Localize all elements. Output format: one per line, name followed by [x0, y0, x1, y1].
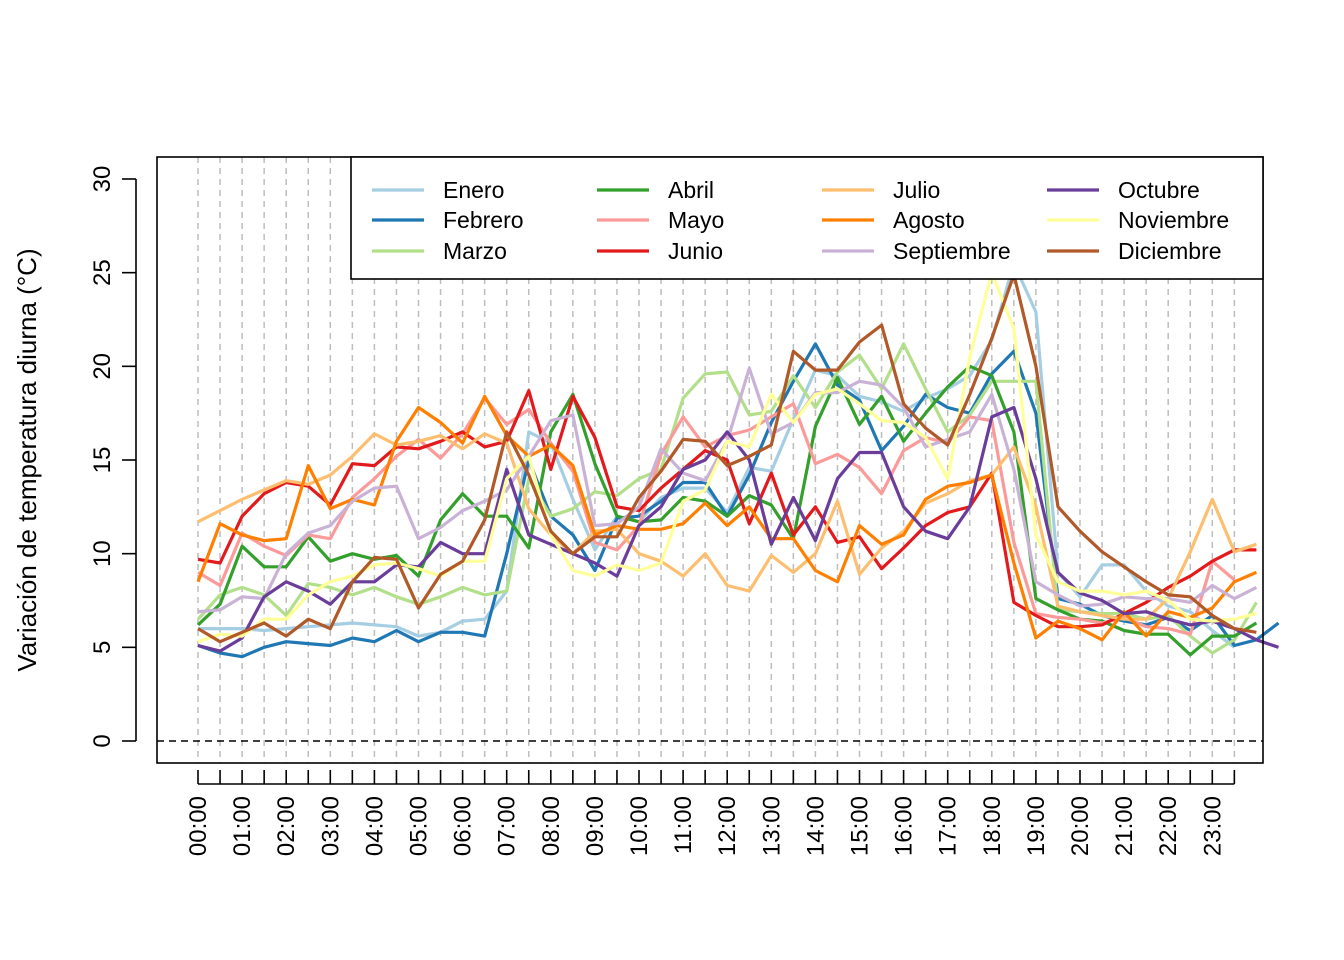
y-tick-label: 5 [89, 641, 116, 654]
series-line-agosto [196, 394, 1258, 642]
y-tick-label: 15 [89, 447, 116, 474]
x-tick-label: 06:00 [450, 796, 477, 856]
legend-label: Diciembre [1118, 238, 1222, 264]
x-tick-label: 01:00 [229, 796, 256, 856]
legend-label: Junio [668, 238, 723, 264]
x-tick-label: 14:00 [802, 796, 829, 856]
series-line-diciembre [197, 272, 1257, 644]
series-line-mayo [197, 396, 1236, 636]
y-axis-title: Variación de temperatura diurna (°C) [12, 248, 42, 671]
y-tick-label: 25 [89, 259, 116, 286]
x-tick-label: 04:00 [361, 796, 388, 856]
x-tick-label: 22:00 [1155, 796, 1182, 856]
series-line-julio [197, 432, 1257, 621]
x-tick-label: 07:00 [494, 796, 521, 856]
legend-label: Noviembre [1118, 207, 1229, 233]
legend-label: Mayo [668, 207, 724, 233]
legend: Enero Febrero Marzo Abril Mayo Junio Julio Agos… [350, 156, 1264, 280]
x-tick-label: 02:00 [273, 796, 300, 856]
legend-label: Abril [668, 177, 714, 203]
y-tick-label: 0 [89, 734, 116, 747]
x-tick-label: 19:00 [1023, 796, 1050, 856]
x-tick-label: 11:00 [670, 796, 697, 854]
x-tick-label: 15:00 [847, 796, 874, 856]
x-tick-label: 08:00 [538, 796, 565, 856]
x-tick-label: 05:00 [406, 796, 433, 856]
series-line-octubre [197, 405, 1280, 653]
y-tick-label: 20 [89, 353, 116, 380]
legend-label: Marzo [443, 238, 507, 264]
x-tick-label: 16:00 [891, 796, 918, 856]
x-tick-label: 09:00 [582, 796, 609, 856]
legend-label: Julio [893, 177, 940, 203]
legend-box [350, 156, 1264, 280]
x-axis: 00:00 01:00 02:00 03:00 04:00 05:00 06:00 07:00… [185, 770, 1236, 856]
legend-label: Febrero [443, 207, 524, 233]
x-tick-label: 20:00 [1067, 796, 1094, 856]
x-tick-label: 00:00 [185, 796, 212, 856]
y-axis: 0 5 10 15 20 25 30 [89, 166, 137, 748]
x-tick-label: 23:00 [1199, 796, 1226, 856]
series-lines [196, 261, 1280, 659]
x-tick-label: 18:00 [979, 796, 1006, 856]
legend-label: Agosto [893, 207, 965, 233]
x-tick-label: 03:00 [317, 796, 344, 856]
legend-label: Octubre [1118, 177, 1200, 203]
series-line-noviembre [197, 271, 1257, 644]
x-tick-label: 12:00 [714, 796, 741, 856]
y-tick-label: 10 [89, 540, 116, 567]
series-line-junio [197, 389, 1257, 629]
x-tick-label: 10:00 [626, 796, 653, 856]
x-tick-label: 21:00 [1111, 796, 1138, 856]
x-tick-label: 17:00 [935, 796, 962, 856]
y-tick-label: 30 [89, 166, 116, 193]
legend-label: Septiembre [893, 238, 1011, 264]
x-tick-label: 13:00 [758, 796, 785, 856]
legend-label: Enero [443, 177, 504, 203]
